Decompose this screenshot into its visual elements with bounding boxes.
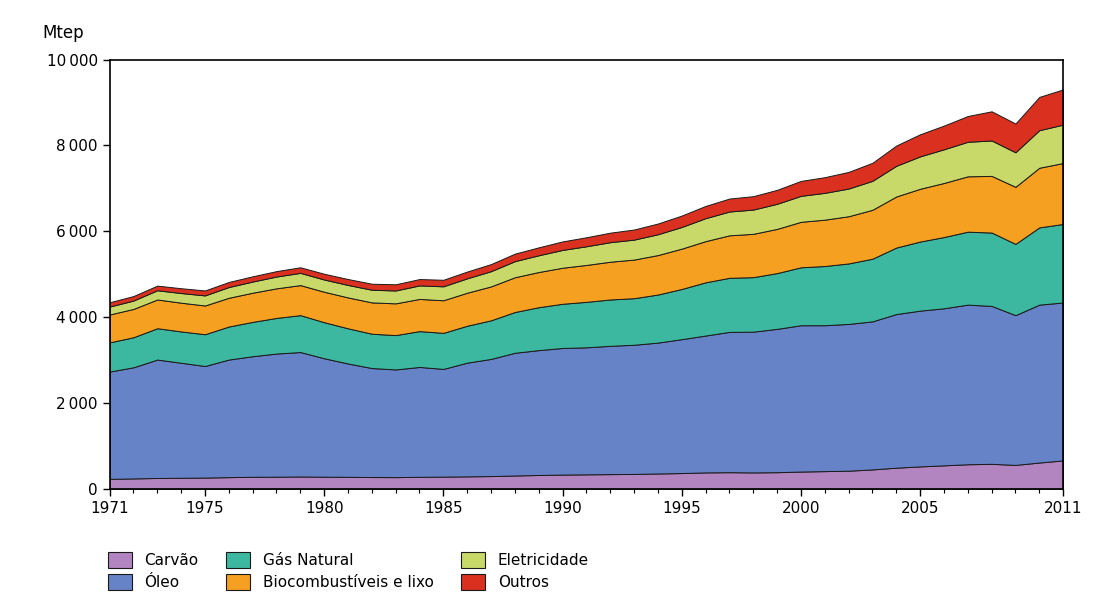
Legend: Carvão, Óleo, Gás Natural, Biocombustíveis e lixo, Eletricidade, Outros: Carvão, Óleo, Gás Natural, Biocombustíve… <box>107 552 589 590</box>
Text: Mtep: Mtep <box>43 24 84 42</box>
